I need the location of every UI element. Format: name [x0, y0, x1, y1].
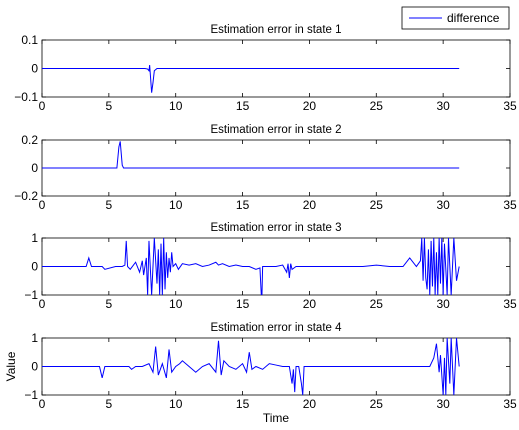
subplot-title: Estimation error in state 4: [210, 322, 342, 334]
x-tick-label: 25: [370, 198, 384, 212]
x-tick-label: 35: [503, 297, 517, 311]
x-tick-label: 0: [39, 99, 46, 113]
x-tick-label: 35: [503, 198, 517, 212]
legend: difference: [401, 6, 510, 30]
x-tick-label: 15: [236, 297, 250, 311]
x-tick-label: 10: [169, 397, 183, 411]
x-tick-label: 30: [436, 99, 450, 113]
y-tick-label: 1: [31, 331, 38, 345]
y-tick-label: −0.2: [14, 189, 38, 203]
y-tick-label: 0: [31, 161, 38, 175]
y-tick-label: 0: [31, 360, 38, 374]
x-tick-label: 15: [236, 198, 250, 212]
x-axis-label: Time: [263, 411, 290, 425]
x-tick-label: 5: [106, 99, 113, 113]
x-tick-label: 20: [303, 397, 317, 411]
x-tick-label: 10: [169, 297, 183, 311]
y-tick-label: 1: [31, 231, 38, 245]
x-tick-label: 25: [370, 297, 384, 311]
y-tick-label: 0.1: [21, 33, 38, 47]
x-tick-label: 5: [106, 198, 113, 212]
x-tick-label: 30: [436, 198, 450, 212]
y-tick-label: −1: [24, 288, 38, 302]
x-tick-label: 35: [503, 99, 517, 113]
y-tick-label: −1: [24, 388, 38, 402]
legend-label: difference: [447, 11, 500, 25]
x-tick-label: 0: [39, 297, 46, 311]
x-tick-label: 20: [303, 99, 317, 113]
legend-box: [401, 6, 510, 30]
series-line-difference: [42, 65, 460, 93]
x-tick-label: 25: [370, 99, 384, 113]
x-tick-label: 5: [106, 297, 113, 311]
x-tick-label: 15: [236, 397, 250, 411]
subplot-title: Estimation error in state 3: [210, 222, 341, 234]
x-tick-label: 5: [106, 397, 113, 411]
subplot-title: Estimation error in state 1: [210, 24, 341, 36]
x-tick-label: 30: [436, 297, 450, 311]
x-tick-label: 15: [236, 99, 250, 113]
y-tick-label: 0: [31, 260, 38, 274]
x-tick-label: 0: [39, 397, 46, 411]
series-line-difference: [42, 141, 460, 169]
x-tick-label: 20: [303, 198, 317, 212]
x-tick-label: 10: [169, 99, 183, 113]
y-tick-label: −0.1: [14, 90, 38, 104]
x-tick-label: 35: [503, 397, 517, 411]
x-tick-label: 20: [303, 297, 317, 311]
subplot-title: Estimation error in state 2: [210, 124, 341, 136]
x-tick-label: 0: [39, 198, 46, 212]
y-axis-label: Value: [4, 351, 18, 381]
x-tick-label: 30: [436, 397, 450, 411]
series-line-difference: [42, 238, 460, 295]
x-tick-label: 10: [169, 198, 183, 212]
series-line-difference: [42, 338, 460, 395]
y-tick-label: 0: [31, 62, 38, 76]
y-tick-label: 0.2: [21, 133, 38, 147]
x-tick-label: 25: [370, 397, 384, 411]
